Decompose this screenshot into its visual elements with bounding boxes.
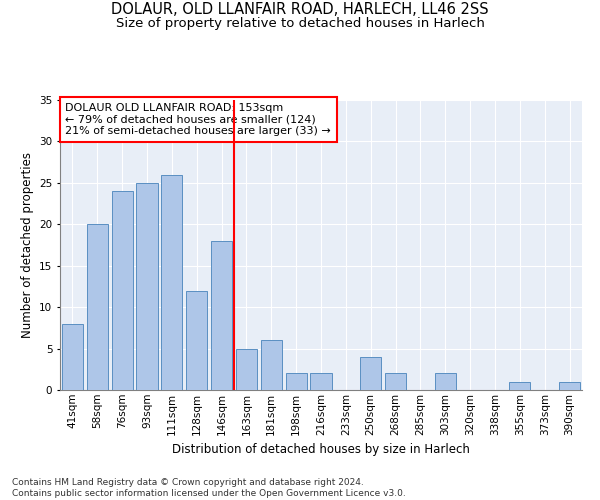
Text: DOLAUR OLD LLANFAIR ROAD: 153sqm
← 79% of detached houses are smaller (124)
21% : DOLAUR OLD LLANFAIR ROAD: 153sqm ← 79% o… [65, 103, 331, 136]
Bar [435, 374, 456, 390]
Bar [509, 382, 530, 390]
Bar [385, 374, 406, 390]
Text: Contains HM Land Registry data © Crown copyright and database right 2024.
Contai: Contains HM Land Registry data © Crown c… [12, 478, 406, 498]
Bar [62, 324, 83, 390]
Bar [112, 191, 133, 390]
Text: Distribution of detached houses by size in Harlech: Distribution of detached houses by size … [172, 442, 470, 456]
Bar [360, 357, 381, 390]
Bar [559, 382, 580, 390]
Bar [211, 241, 232, 390]
Text: DOLAUR, OLD LLANFAIR ROAD, HARLECH, LL46 2SS: DOLAUR, OLD LLANFAIR ROAD, HARLECH, LL46… [111, 2, 489, 18]
Text: Size of property relative to detached houses in Harlech: Size of property relative to detached ho… [116, 18, 484, 30]
Bar [186, 290, 207, 390]
Bar [310, 374, 332, 390]
Bar [161, 174, 182, 390]
Bar [261, 340, 282, 390]
Bar [236, 348, 257, 390]
Bar [286, 374, 307, 390]
Bar [87, 224, 108, 390]
Bar [136, 183, 158, 390]
Y-axis label: Number of detached properties: Number of detached properties [20, 152, 34, 338]
